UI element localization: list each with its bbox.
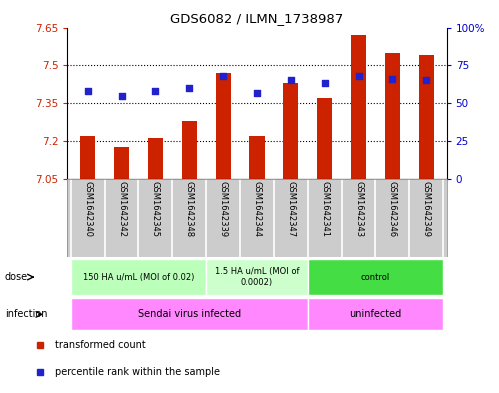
Bar <box>283 83 298 179</box>
Text: GSM1642340: GSM1642340 <box>83 181 92 237</box>
Point <box>287 77 295 84</box>
Text: GSM1642343: GSM1642343 <box>354 181 363 237</box>
Point <box>185 85 193 91</box>
Point <box>84 88 92 94</box>
Text: GSM1642349: GSM1642349 <box>422 181 431 237</box>
Point <box>388 76 396 82</box>
Bar <box>71 299 308 330</box>
Bar <box>308 299 443 330</box>
Text: uninfected: uninfected <box>349 309 402 320</box>
Text: GSM1642342: GSM1642342 <box>117 181 126 237</box>
Bar <box>216 73 231 179</box>
Text: control: control <box>361 273 390 281</box>
Bar <box>351 35 366 179</box>
Text: dose: dose <box>5 272 28 282</box>
Bar <box>308 259 443 295</box>
Text: GSM1642345: GSM1642345 <box>151 181 160 237</box>
Bar <box>71 259 206 295</box>
Text: GSM1642339: GSM1642339 <box>219 181 228 237</box>
Text: Sendai virus infected: Sendai virus infected <box>138 309 241 320</box>
Text: GSM1642348: GSM1642348 <box>185 181 194 237</box>
Text: percentile rank within the sample: percentile rank within the sample <box>55 367 220 377</box>
Point <box>321 80 329 86</box>
Point <box>118 92 126 99</box>
Title: GDS6082 / ILMN_1738987: GDS6082 / ILMN_1738987 <box>170 12 344 25</box>
Text: transformed count: transformed count <box>55 340 146 350</box>
Point <box>219 73 227 79</box>
Bar <box>182 121 197 179</box>
Text: GSM1642346: GSM1642346 <box>388 181 397 237</box>
Bar <box>206 259 308 295</box>
Bar <box>419 55 434 179</box>
Point <box>422 77 430 84</box>
Bar <box>317 98 332 179</box>
Bar <box>385 53 400 179</box>
Text: infection: infection <box>5 309 47 320</box>
Bar <box>80 136 95 179</box>
Text: 150 HA u/mL (MOI of 0.02): 150 HA u/mL (MOI of 0.02) <box>83 273 194 281</box>
Bar <box>250 136 264 179</box>
Text: GSM1642347: GSM1642347 <box>286 181 295 237</box>
Point <box>151 88 159 94</box>
Point <box>355 73 363 79</box>
Text: 1.5 HA u/mL (MOI of
0.0002): 1.5 HA u/mL (MOI of 0.0002) <box>215 267 299 287</box>
Text: GSM1642341: GSM1642341 <box>320 181 329 237</box>
Bar <box>114 147 129 179</box>
Bar <box>148 138 163 179</box>
Point <box>253 90 261 96</box>
Text: GSM1642344: GSM1642344 <box>252 181 261 237</box>
